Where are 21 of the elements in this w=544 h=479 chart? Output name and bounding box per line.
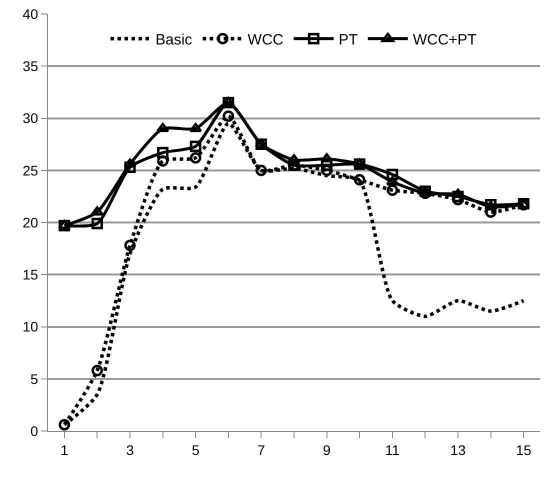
legend-label: PT	[338, 31, 358, 48]
y-tick-label: 35	[22, 58, 38, 74]
x-tick-label: 1	[60, 442, 68, 458]
y-tick-label: 40	[22, 6, 38, 22]
legend-label: Basic	[156, 31, 193, 48]
legend-label: WCC	[248, 31, 284, 48]
x-tick-label: 7	[257, 442, 266, 458]
y-tick-label: 25	[22, 162, 38, 178]
x-tick-label: 11	[385, 442, 400, 458]
legend-label: WCC+PT	[412, 31, 477, 48]
y-tick-label: 10	[22, 318, 38, 335]
y-tick-label: 30	[22, 110, 38, 126]
x-tick-label: 15	[516, 442, 532, 458]
y-tick-label: 5	[30, 370, 38, 387]
y-tick-label: 15	[22, 266, 38, 283]
x-tick-label: 13	[450, 442, 466, 458]
x-tick-label: 9	[322, 442, 331, 458]
y-tick-label: 20	[22, 214, 38, 230]
y-tick-label: 0	[30, 422, 38, 439]
x-tick-label: 3	[126, 442, 134, 458]
x-tick-label: 5	[192, 442, 200, 458]
